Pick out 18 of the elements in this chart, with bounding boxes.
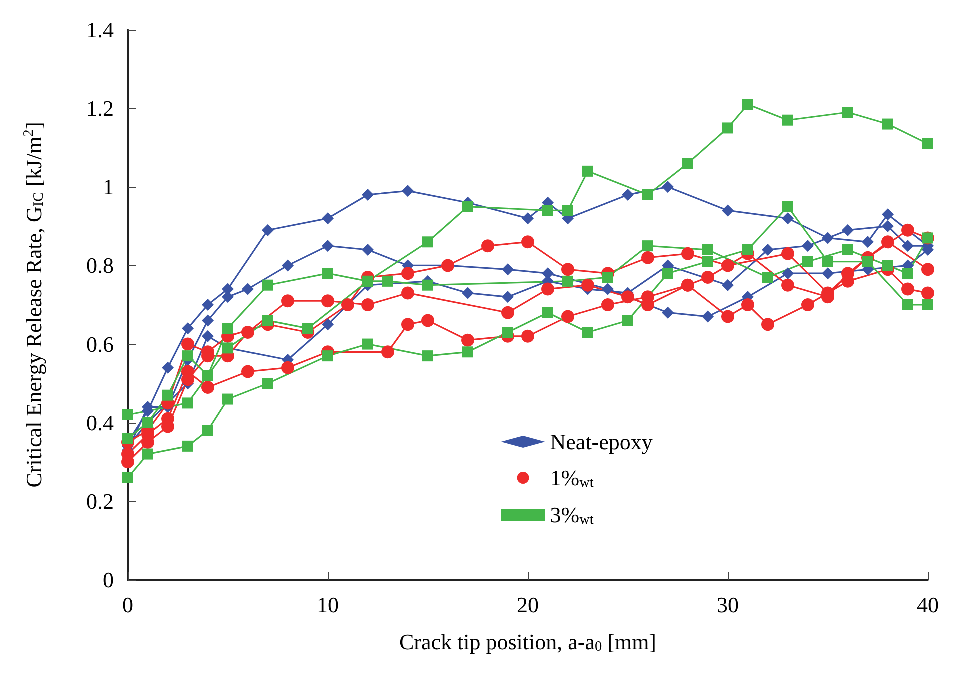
legend-label: 1%wt: [550, 466, 594, 491]
y-tick-label: 0.4: [86, 410, 114, 436]
x-tick-label: 40: [917, 592, 939, 618]
y-tick-label: 0.8: [86, 253, 114, 278]
x-tick-label: 30: [717, 592, 739, 618]
y-tick-label: 1.2: [86, 96, 114, 122]
legend-label: 3%wt: [550, 502, 594, 528]
x-axis-title: Crack tip position, a-a0 [mm]: [399, 629, 657, 655]
y-tick-label: 0.6: [86, 332, 114, 357]
x-tick-label: 20: [517, 592, 539, 618]
y-tick-label: 1: [103, 174, 114, 200]
y-tick-label: 1.4: [86, 18, 114, 42]
legend-label: Neat-epoxy: [550, 430, 653, 454]
x-tick-label: 0: [122, 592, 134, 618]
x-tick-label: 10: [317, 592, 339, 618]
y-tick-label: 0: [103, 568, 114, 592]
y-tick-label: 0.2: [86, 488, 114, 514]
y-axis-title: Critical Energy Release Rate, GIC [kJ/m2]: [21, 122, 47, 488]
